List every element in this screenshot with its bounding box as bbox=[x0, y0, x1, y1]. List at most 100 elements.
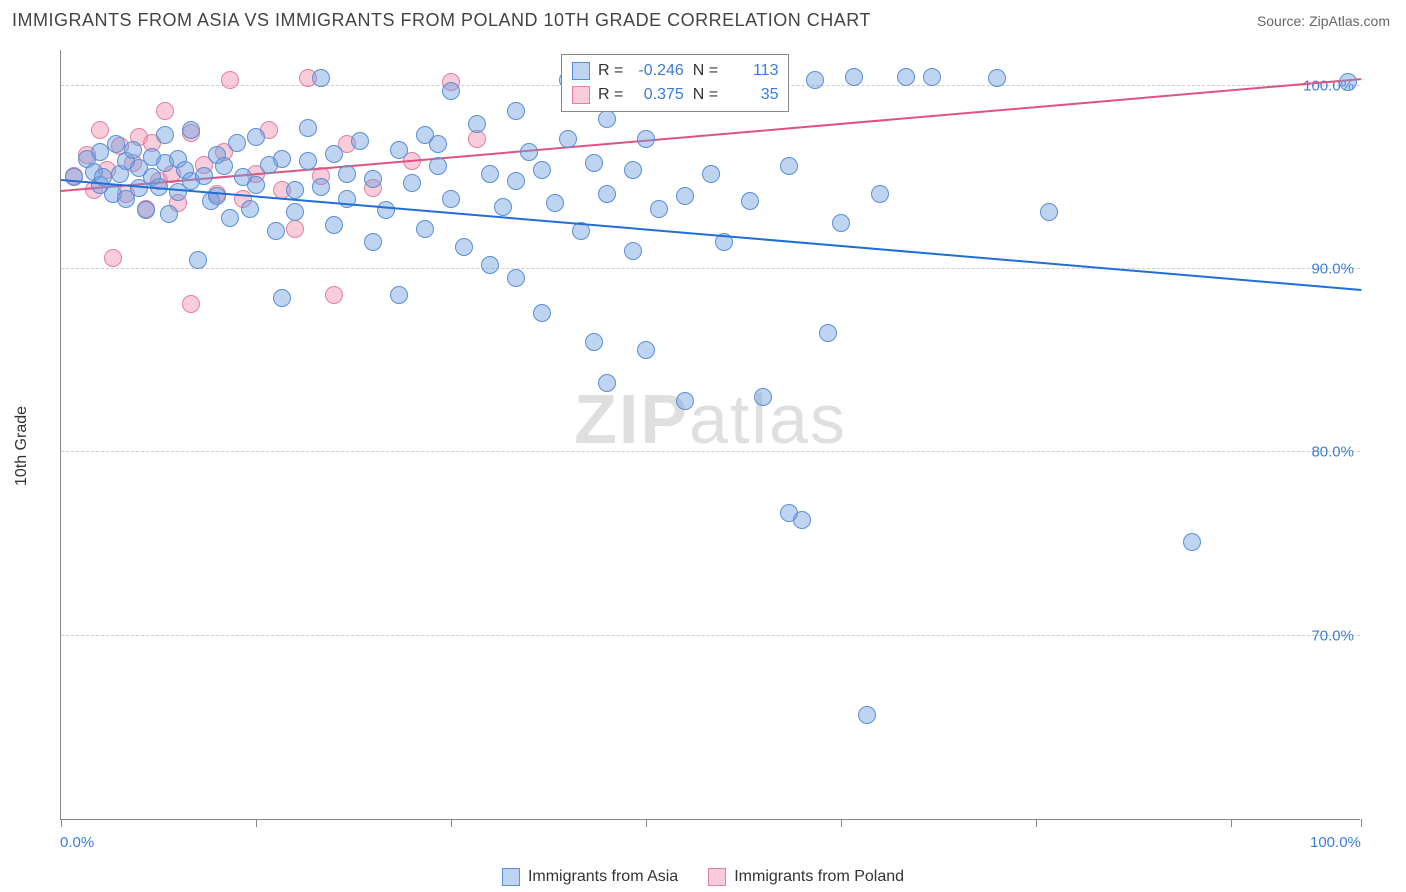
data-point-asia bbox=[124, 141, 142, 159]
data-point-asia bbox=[1183, 533, 1201, 551]
data-point-asia bbox=[189, 251, 207, 269]
data-point-poland bbox=[91, 121, 109, 139]
stats-text-poland: R = 0.375 N = 35 bbox=[598, 83, 778, 107]
x-tick bbox=[1231, 819, 1232, 827]
data-point-poland bbox=[221, 71, 239, 89]
data-point-asia bbox=[858, 706, 876, 724]
stats-legend: R = -0.246 N = 113R = 0.375 N = 35 bbox=[561, 54, 789, 112]
y-tick-label: 70.0% bbox=[1299, 627, 1354, 644]
data-point-asia bbox=[598, 110, 616, 128]
legend-label-poland: Immigrants from Poland bbox=[734, 868, 904, 886]
data-point-asia bbox=[624, 242, 642, 260]
x-tick bbox=[646, 819, 647, 827]
data-point-asia bbox=[195, 167, 213, 185]
watermark-zip: ZIP bbox=[574, 380, 689, 458]
data-point-asia bbox=[403, 174, 421, 192]
data-point-poland bbox=[104, 249, 122, 267]
data-point-asia bbox=[1339, 73, 1357, 91]
data-point-asia bbox=[442, 190, 460, 208]
data-point-asia bbox=[546, 194, 564, 212]
source-prefix: Source: bbox=[1257, 13, 1309, 29]
data-point-asia bbox=[286, 181, 304, 199]
data-point-asia bbox=[65, 168, 83, 186]
data-point-asia bbox=[702, 165, 720, 183]
source-attribution: Source: ZipAtlas.com bbox=[1257, 13, 1390, 29]
y-axis-title: 10th Grade bbox=[13, 406, 31, 486]
data-point-asia bbox=[754, 388, 772, 406]
data-point-asia bbox=[481, 256, 499, 274]
legend-swatch-asia bbox=[502, 868, 520, 886]
y-tick-label: 90.0% bbox=[1299, 261, 1354, 278]
data-point-asia bbox=[429, 135, 447, 153]
data-point-asia bbox=[107, 135, 125, 153]
legend-swatch-poland bbox=[708, 868, 726, 886]
bottom-legend: Immigrants from Asia Immigrants from Pol… bbox=[502, 868, 904, 886]
data-point-asia bbox=[364, 170, 382, 188]
data-point-asia bbox=[650, 200, 668, 218]
data-point-asia bbox=[780, 157, 798, 175]
data-point-asia bbox=[1040, 203, 1058, 221]
data-point-asia bbox=[247, 176, 265, 194]
data-point-asia bbox=[845, 68, 863, 86]
data-point-asia bbox=[520, 143, 538, 161]
data-point-asia bbox=[559, 130, 577, 148]
gridline-h bbox=[61, 635, 1360, 636]
data-point-asia bbox=[507, 102, 525, 120]
data-point-asia bbox=[160, 205, 178, 223]
data-point-asia bbox=[585, 154, 603, 172]
stats-swatch-asia bbox=[572, 62, 590, 80]
data-point-asia bbox=[364, 233, 382, 251]
data-point-asia bbox=[325, 216, 343, 234]
data-point-asia bbox=[299, 152, 317, 170]
stats-swatch-poland bbox=[572, 86, 590, 104]
legend-label-asia: Immigrants from Asia bbox=[528, 868, 678, 886]
data-point-asia bbox=[637, 130, 655, 148]
data-point-asia bbox=[507, 172, 525, 190]
data-point-poland bbox=[325, 286, 343, 304]
data-point-asia bbox=[312, 69, 330, 87]
data-point-asia bbox=[897, 68, 915, 86]
data-point-asia bbox=[247, 128, 265, 146]
data-point-asia bbox=[507, 269, 525, 287]
x-tick bbox=[1361, 819, 1362, 827]
data-point-asia bbox=[228, 134, 246, 152]
data-point-asia bbox=[312, 178, 330, 196]
data-point-asia bbox=[338, 165, 356, 183]
data-point-poland bbox=[156, 102, 174, 120]
x-tick bbox=[841, 819, 842, 827]
x-tick bbox=[256, 819, 257, 827]
data-point-asia bbox=[390, 286, 408, 304]
data-point-asia bbox=[533, 161, 551, 179]
data-point-asia bbox=[481, 165, 499, 183]
data-point-asia bbox=[793, 511, 811, 529]
data-point-asia bbox=[741, 192, 759, 210]
data-point-asia bbox=[377, 201, 395, 219]
data-point-asia bbox=[676, 392, 694, 410]
data-point-asia bbox=[676, 187, 694, 205]
x-tick bbox=[61, 819, 62, 827]
scatter-plot-area: ZIPatlas 70.0%80.0%90.0%100.0%R = -0.246… bbox=[60, 50, 1360, 820]
data-point-asia bbox=[468, 115, 486, 133]
watermark: ZIPatlas bbox=[574, 379, 847, 459]
data-point-asia bbox=[871, 185, 889, 203]
data-point-asia bbox=[455, 238, 473, 256]
gridline-h bbox=[61, 268, 1360, 269]
data-point-asia bbox=[442, 82, 460, 100]
data-point-asia bbox=[156, 126, 174, 144]
y-tick-label: 80.0% bbox=[1299, 444, 1354, 461]
data-point-asia bbox=[832, 214, 850, 232]
x-tick bbox=[1036, 819, 1037, 827]
legend-item-poland: Immigrants from Poland bbox=[708, 868, 904, 886]
data-point-asia bbox=[533, 304, 551, 322]
data-point-asia bbox=[137, 201, 155, 219]
gridline-h bbox=[61, 451, 1360, 452]
data-point-asia bbox=[624, 161, 642, 179]
data-point-asia bbox=[267, 222, 285, 240]
data-point-asia bbox=[286, 203, 304, 221]
data-point-asia bbox=[923, 68, 941, 86]
data-point-poland bbox=[182, 295, 200, 313]
trendline-asia bbox=[61, 179, 1361, 291]
x-tick bbox=[451, 819, 452, 827]
data-point-asia bbox=[208, 187, 226, 205]
source-name: ZipAtlas.com bbox=[1309, 13, 1390, 29]
